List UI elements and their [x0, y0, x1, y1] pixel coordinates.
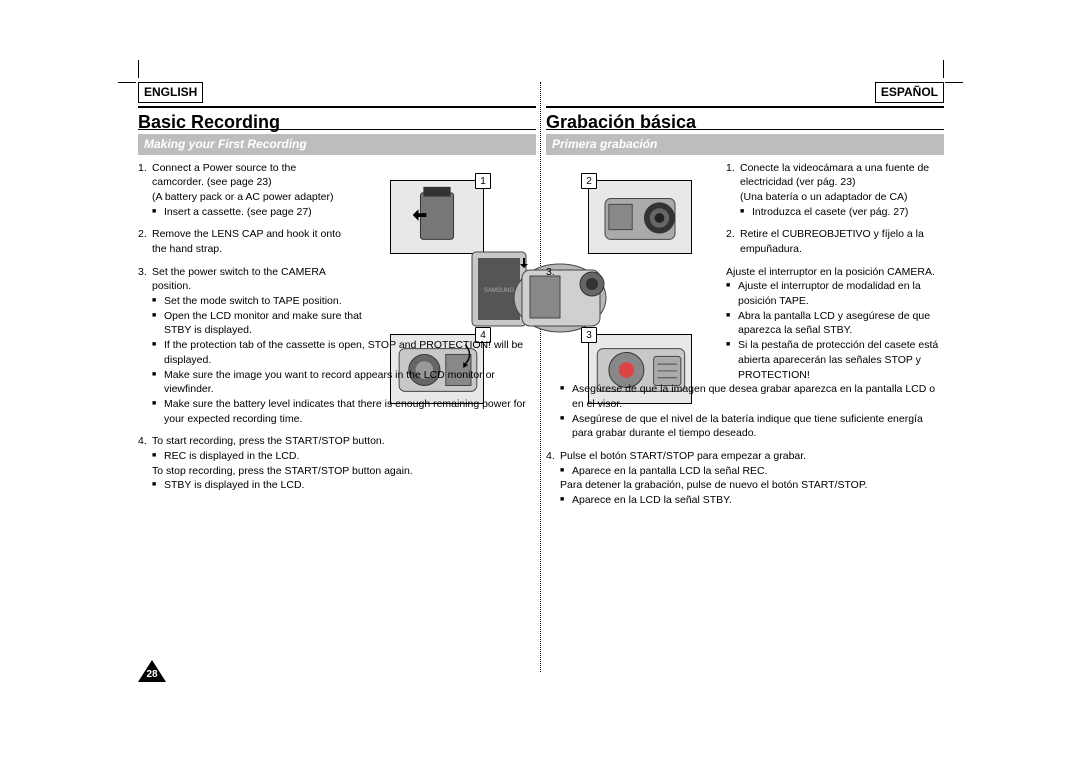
steps-spanish: 1. Conecte la videocámara a una fuente d… [546, 161, 944, 508]
column-spanish: ESPAÑOL Grabación básica Primera grabaci… [546, 82, 944, 682]
step-3-en: 3. Set the power switch to the CAMERA po… [138, 265, 536, 427]
step-4-en: 4. To start recording, press the START/S… [138, 434, 536, 493]
page-number: 28 [138, 660, 166, 682]
manual-page: 1 2 SAMSUNG [138, 82, 944, 690]
column-english: ENGLISH Basic Recording Making your Firs… [138, 82, 536, 682]
step-2-en: 2. Remove the LENS CAP and hook it onto … [138, 227, 350, 256]
language-tag-english: ENGLISH [138, 82, 203, 103]
step-2-es: 2. Retire el CUBREOBJETIVO y fíjelo a la… [726, 227, 944, 256]
step-4-es: 4. Pulse el botón START/STOP para empeza… [546, 449, 944, 508]
title-english: Basic Recording [138, 112, 280, 132]
section-heading-spanish: Primera grabación [546, 134, 944, 155]
step-1-es: 1. Conecte la videocámara a una fuente d… [726, 161, 944, 220]
title-spanish: Grabación básica [546, 112, 696, 132]
steps-english: 1. Connect a Power source to the camcord… [138, 161, 536, 493]
step-3-es: 3. Ajuste el interruptor en la posición … [546, 265, 944, 441]
language-tag-spanish: ESPAÑOL [875, 82, 944, 103]
step-1-en: 1. Connect a Power source to the camcord… [138, 161, 350, 220]
section-heading-english: Making your First Recording [138, 134, 536, 155]
